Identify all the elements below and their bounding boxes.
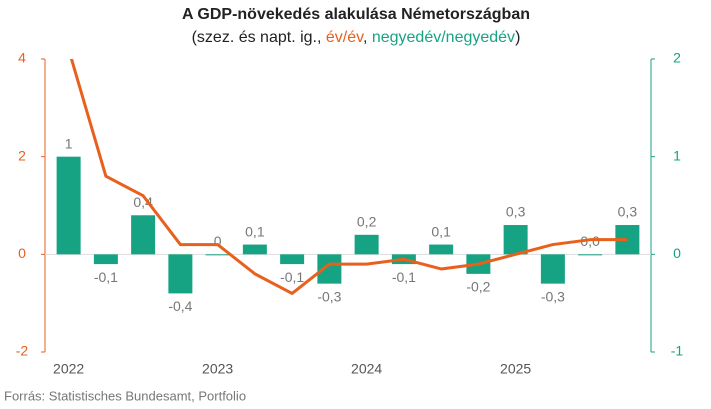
x-tick-label: 2023 xyxy=(202,361,233,377)
chart-subtitle: (szez. és napt. ig., év/év, negyedév/neg… xyxy=(192,29,521,46)
y2-tick-label: 2 xyxy=(673,50,681,66)
value-label: -0,3 xyxy=(541,288,565,304)
value-label: -0,2 xyxy=(466,279,490,295)
value-label: 0,1 xyxy=(245,223,265,239)
value-label: -0,3 xyxy=(317,288,341,304)
y-tick-label: 4 xyxy=(18,50,26,66)
y-tick-label: 2 xyxy=(18,147,26,163)
value-label: 0,3 xyxy=(618,204,638,220)
y-tick-label: -2 xyxy=(16,343,29,359)
bar xyxy=(93,254,118,265)
value-label: 0,2 xyxy=(357,214,377,230)
line xyxy=(69,59,628,295)
value-label: 0 xyxy=(214,233,222,249)
bar xyxy=(131,215,156,255)
subtitle-part: (szez. és napt. ig., xyxy=(192,29,326,46)
value-label: 0,3 xyxy=(506,204,526,220)
subtitle-part: ) xyxy=(515,29,520,46)
value-label: -0,4 xyxy=(168,298,192,314)
y2-tick-label: 0 xyxy=(673,245,681,261)
bar xyxy=(56,156,81,255)
value-label: 0,4 xyxy=(133,194,153,210)
bar xyxy=(578,254,603,256)
subtitle-part: év/év xyxy=(326,29,364,46)
x-tick-label: 2025 xyxy=(500,361,531,377)
subtitle-part: negyedév/negyedév xyxy=(372,29,515,46)
y-tick-label: 0 xyxy=(18,245,26,261)
subtitle-part: , xyxy=(363,29,372,46)
source: Forrás: Statistisches Bundesamt, Portfol… xyxy=(4,388,246,403)
y2-tick-label: 1 xyxy=(673,147,681,163)
bar xyxy=(242,244,267,255)
bar xyxy=(354,234,379,255)
y2-tick-label: -1 xyxy=(671,343,684,359)
value-label: 1 xyxy=(65,135,73,151)
bar xyxy=(503,225,528,255)
value-label: 0,1 xyxy=(431,223,451,239)
chart-title: A GDP-növekedés alakulása Németországban xyxy=(182,6,530,23)
value-label: -0,1 xyxy=(280,269,304,285)
bar xyxy=(429,244,454,255)
value-label: -0,1 xyxy=(392,269,416,285)
bar xyxy=(540,254,565,284)
x-tick-label: 2022 xyxy=(53,361,84,377)
bar xyxy=(280,254,305,265)
value-label: -0,1 xyxy=(94,269,118,285)
bar xyxy=(205,254,230,256)
x-tick-label: 2024 xyxy=(351,361,382,377)
bar xyxy=(168,254,193,294)
